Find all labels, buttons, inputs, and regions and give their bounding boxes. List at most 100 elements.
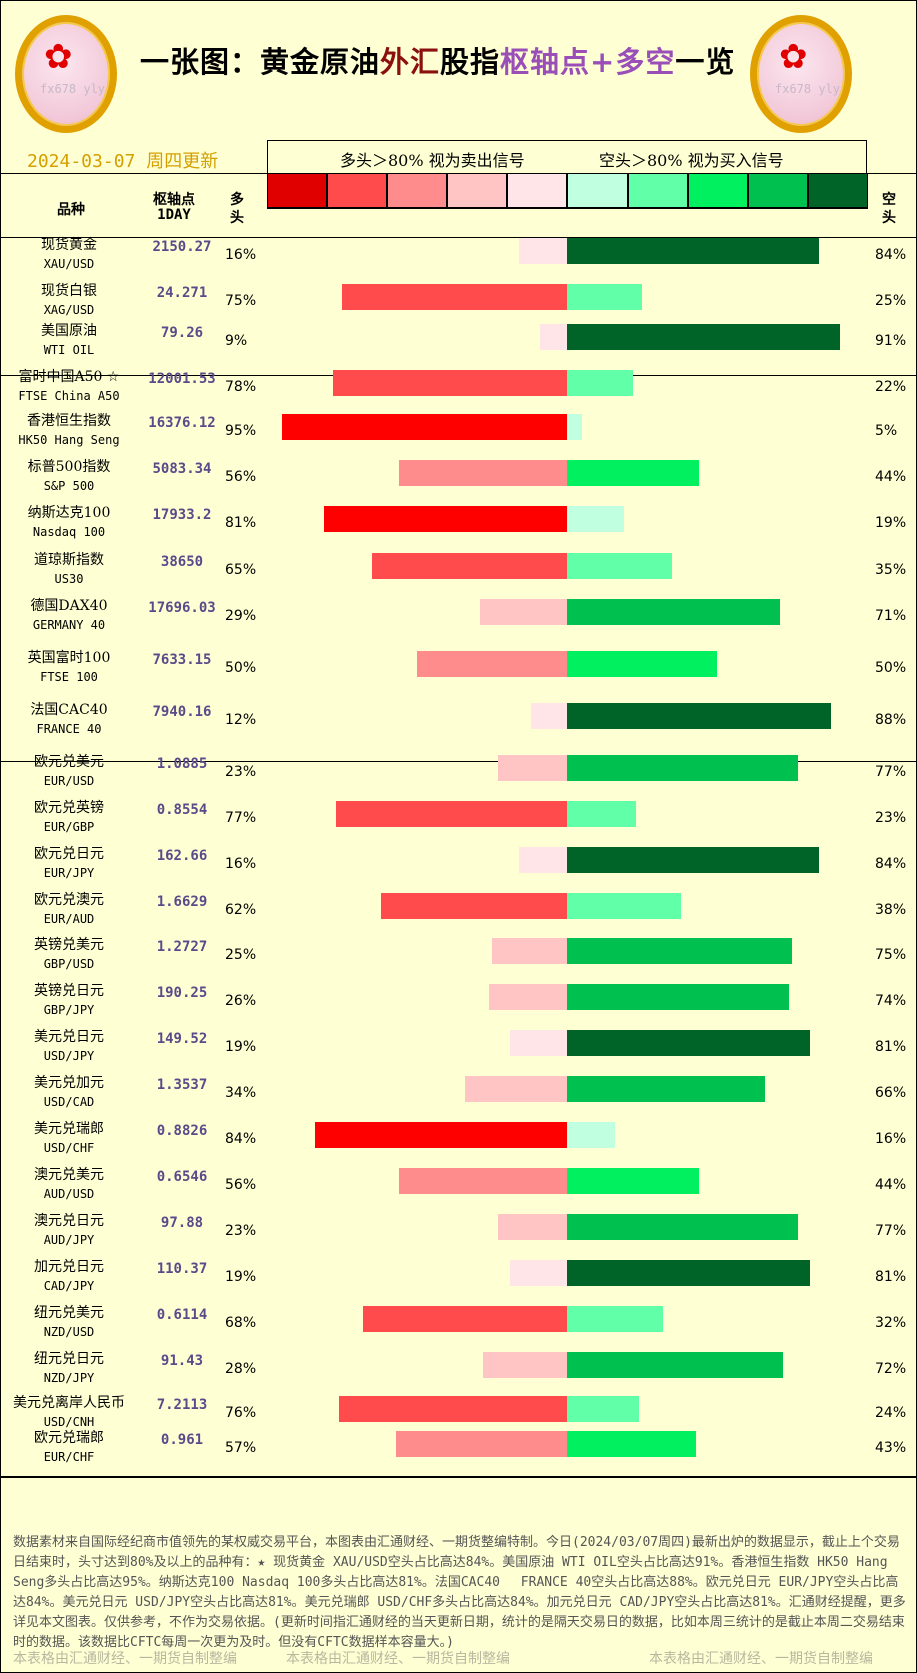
- long-bar: [531, 703, 567, 729]
- long-percent: 19%: [225, 1269, 257, 1285]
- color-swatch: [687, 174, 748, 207]
- long-bar: [315, 1122, 567, 1148]
- title-part: 外汇: [380, 45, 441, 79]
- color-swatch: [387, 174, 448, 207]
- divider: [1, 173, 916, 174]
- long-percent: 65%: [225, 562, 257, 578]
- symbol-name: 法国CAC40 FRANCE 40: [1, 701, 137, 739]
- short-bar: [567, 1260, 810, 1286]
- color-swatch: [627, 174, 688, 207]
- symbol-cn: 加元兑日元: [34, 1259, 104, 1275]
- symbol-cn: 欧元兑美元: [34, 754, 104, 770]
- pivot-value: 91.43: [160, 1353, 204, 1369]
- logo-left: ✿ fx678 yly: [15, 15, 117, 133]
- symbol-cn: 香港恒生指数: [27, 413, 111, 429]
- long-percent: 34%: [225, 1085, 257, 1101]
- long-percent: 68%: [225, 1315, 257, 1331]
- short-percent: 74%: [875, 993, 907, 1009]
- short-percent: 19%: [875, 515, 907, 531]
- short-percent: 35%: [875, 562, 907, 578]
- short-bar: [567, 238, 819, 264]
- symbol-en: XAG/USD: [43, 303, 95, 317]
- short-bar: [567, 801, 636, 827]
- pivot-value: 17933.2: [152, 507, 212, 523]
- short-percent: 25%: [875, 293, 907, 309]
- symbol-name: 英镑兑美元 GBP/USD: [1, 936, 137, 974]
- pivot-value: 0.8554: [156, 802, 208, 818]
- symbol-name: 德国DAX40 GERMANY 40: [1, 597, 137, 635]
- short-bar: [567, 324, 840, 350]
- symbol-cn: 纽元兑日元: [34, 1351, 104, 1367]
- short-bar: [567, 1396, 639, 1422]
- short-percent: 66%: [875, 1085, 907, 1101]
- short-percent: 22%: [875, 379, 907, 395]
- header-long: 多头: [230, 192, 244, 226]
- long-bar: [480, 599, 567, 625]
- long-bar: [465, 1076, 567, 1102]
- long-bar: [510, 1260, 567, 1286]
- short-percent: 5%: [875, 423, 898, 439]
- symbol-en: HK50 Hang Seng: [18, 433, 120, 447]
- update-date: 2024-03-07 周四更新: [27, 151, 219, 172]
- short-percent: 44%: [875, 469, 907, 485]
- short-bar: [567, 1168, 699, 1194]
- color-swatch: [807, 174, 868, 207]
- symbol-en: GBP/JPY: [43, 1003, 95, 1017]
- short-bar: [567, 599, 780, 625]
- long-percent: 56%: [225, 469, 257, 485]
- short-percent: 81%: [875, 1269, 907, 1285]
- short-bar: [567, 893, 681, 919]
- footer-note: 数据素材来自国际经纪商市值领先的某权威交易平台，本图表由汇通财经、一期货整编特制…: [13, 1535, 906, 1650]
- title-part: 一览: [675, 45, 736, 79]
- long-bar: [417, 651, 567, 677]
- symbol-cn: 澳元兑日元: [34, 1213, 104, 1229]
- symbol-cn: 法国CAC40: [30, 702, 108, 718]
- long-bar: [381, 893, 567, 919]
- long-bar: [363, 1306, 567, 1332]
- symbol-en: USD/CAD: [43, 1095, 95, 1109]
- long-percent: 16%: [225, 247, 257, 263]
- pivot-value: 38650: [160, 554, 204, 570]
- long-bar: [483, 1352, 567, 1378]
- symbol-name: 富时中国A50 ☆ FTSE China A50: [1, 368, 137, 406]
- symbol-en: AUD/JPY: [43, 1233, 95, 1247]
- short-bar: [567, 984, 789, 1010]
- color-swatch: [567, 174, 628, 207]
- short-percent: 24%: [875, 1405, 907, 1421]
- long-percent: 77%: [225, 810, 257, 826]
- long-percent: 19%: [225, 1039, 257, 1055]
- symbol-cn: 英国富时100: [27, 650, 111, 666]
- header-pivot: 枢轴点: [153, 192, 195, 208]
- symbol-cn: 纳斯达克100: [27, 505, 111, 521]
- short-bar: [567, 703, 831, 729]
- long-percent: 62%: [225, 902, 257, 918]
- pivot-value: 1.2727: [156, 939, 208, 955]
- flower-icon: ✿: [44, 37, 73, 77]
- pivot-value: 16376.12: [148, 415, 216, 431]
- pivot-value: 1.6629: [156, 894, 208, 910]
- short-percent: 81%: [875, 1039, 907, 1055]
- long-percent: 50%: [225, 660, 257, 676]
- credit: 本表格由汇通财经、一期货自制整编: [286, 1651, 510, 1667]
- symbol-name: 欧元兑瑞郎 EUR/CHF: [1, 1429, 137, 1467]
- pivot-value: 110.37: [156, 1261, 208, 1277]
- symbol-cn: 欧元兑瑞郎: [34, 1430, 104, 1446]
- pivot-value: 162.66: [156, 848, 208, 864]
- symbol-en: FTSE 100: [40, 670, 98, 684]
- symbol-en: EUR/CHF: [43, 1450, 95, 1464]
- symbol-cn: 道琼斯指数: [34, 552, 104, 568]
- long-bar: [498, 755, 567, 781]
- long-bar: [282, 414, 567, 440]
- pivot-value: 0.8826: [156, 1123, 208, 1139]
- symbol-cn: 英镑兑日元: [34, 983, 104, 999]
- long-bar: [540, 324, 567, 350]
- flower-icon: ✿: [779, 37, 808, 77]
- symbol-en: Nasdaq 100: [32, 525, 106, 539]
- symbol-cn: 美元兑离岸人民币: [13, 1395, 125, 1411]
- color-swatch: [747, 174, 808, 207]
- divider: [1, 237, 916, 238]
- symbol-name: 欧元兑英镑 EUR/GBP: [1, 799, 137, 837]
- symbol-name: 纳斯达克100 Nasdaq 100: [1, 504, 137, 542]
- symbol-en: US30: [54, 572, 84, 586]
- symbol-name: 美元兑瑞郎 USD/CHF: [1, 1120, 137, 1158]
